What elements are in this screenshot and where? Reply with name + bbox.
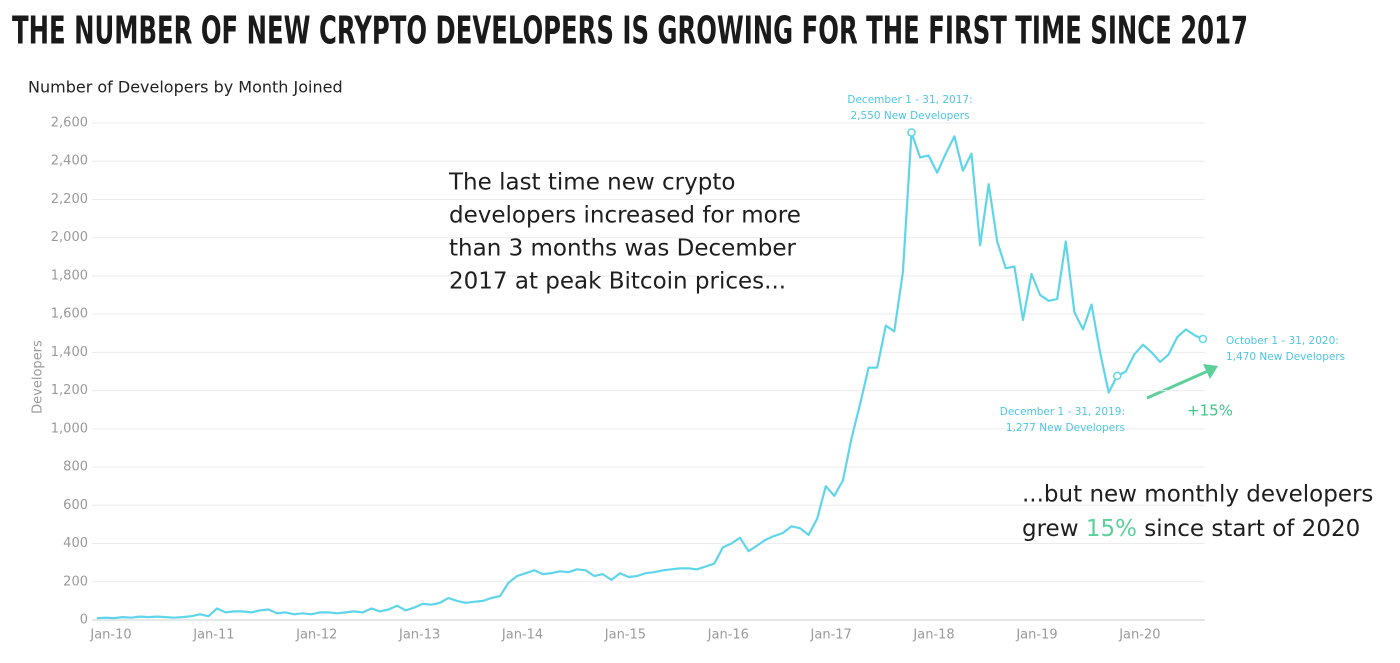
x-tick-label: Jan-18 (912, 628, 954, 643)
x-tick-label: Jan-19 (1015, 628, 1057, 643)
y-tick-label: 200 (63, 574, 88, 589)
highlight-point (1113, 371, 1122, 381)
x-tick-label: Jan-14 (501, 628, 543, 643)
note-left: developers increased for more (449, 203, 801, 229)
annotation: December 1 - 31, 2017: (847, 94, 972, 106)
note-left: 2017 at peak Bitcoin prices... (449, 269, 786, 295)
y-tick-label: 1,000 (51, 421, 88, 436)
y-tick-label: 1,800 (51, 268, 88, 283)
x-tick-label: Jan-13 (398, 628, 440, 643)
y-tick-label: 0 (80, 613, 88, 628)
y-axis-label: Developers (31, 340, 46, 414)
note-text: grew (1022, 516, 1086, 542)
note-text: since start of 2020 (1137, 516, 1360, 542)
chart-subtitle: Number of Developers by Month Joined (28, 78, 343, 97)
y-tick-label: 1,400 (51, 345, 88, 360)
note-right: grew 15% since start of 2020 (1022, 516, 1360, 542)
y-tick-label: 2,200 (51, 192, 88, 207)
note-right: ...but new monthly developers (1022, 482, 1373, 508)
chart-title: THE NUMBER OF NEW CRYPTO DEVELOPERS IS G… (12, 9, 1248, 53)
y-tick-label: 800 (63, 460, 88, 475)
y-tick-label: 400 (63, 536, 88, 551)
highlight-point (907, 128, 916, 137)
data-line (96, 131, 1204, 620)
y-tick-label: 1,600 (51, 307, 88, 322)
note-left: than 3 months was December (449, 236, 796, 262)
x-tick-label: Jan-11 (192, 628, 234, 643)
annotation: October 1 - 31, 2020: (1226, 335, 1339, 347)
change-label: +15% (1187, 402, 1233, 420)
x-tick-label: Jan-10 (89, 628, 131, 643)
y-tick-label: 2,600 (51, 116, 88, 131)
y-tick-label: 1,200 (51, 383, 88, 398)
x-tick-label: Jan-20 (1118, 628, 1160, 643)
annotation: December 1 - 31, 2019: (1000, 406, 1125, 418)
x-tick-label: Jan-17 (810, 628, 852, 643)
note-highlight: 15% (1086, 516, 1137, 542)
trend-arrow-head (1203, 364, 1218, 379)
y-tick-label: 2,400 (51, 154, 88, 169)
x-tick-label: Jan-12 (295, 628, 337, 643)
annotation: 1,277 New Developers (1006, 422, 1125, 434)
y-tick-label: 600 (63, 498, 88, 513)
x-tick-label: Jan-15 (604, 628, 646, 643)
x-tick-label: Jan-16 (707, 628, 749, 643)
y-tick-label: 2,000 (51, 230, 88, 245)
annotation: 2,550 New Developers (850, 110, 969, 122)
trend-arrow (1146, 369, 1209, 400)
note-left: The last time new crypto (448, 170, 735, 196)
highlight-point (1198, 334, 1208, 344)
annotation: 1,470 New Developers (1226, 351, 1345, 363)
